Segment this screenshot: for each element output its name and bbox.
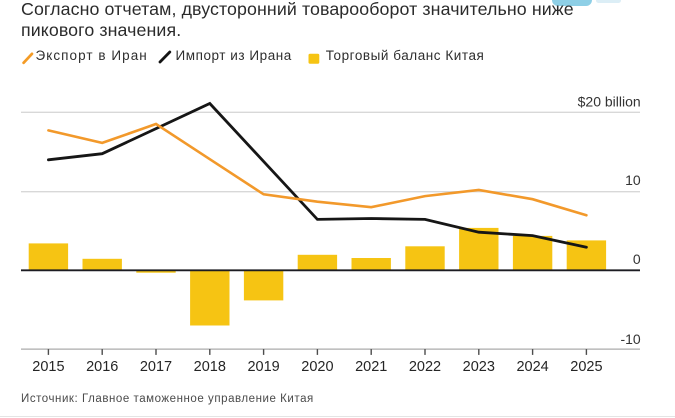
- svg-text:$20 billion: $20 billion: [578, 93, 641, 109]
- svg-text:2023: 2023: [463, 359, 495, 375]
- svg-text:2020: 2020: [301, 359, 333, 375]
- svg-text:2017: 2017: [140, 359, 172, 375]
- svg-text:0: 0: [633, 251, 641, 267]
- svg-text:2015: 2015: [32, 359, 64, 375]
- svg-text:10: 10: [625, 172, 641, 188]
- svg-text:-10: -10: [620, 331, 640, 347]
- svg-text:2021: 2021: [355, 359, 387, 375]
- svg-text:2018: 2018: [194, 359, 226, 375]
- svg-text:2016: 2016: [86, 359, 118, 375]
- svg-text:2024: 2024: [516, 359, 548, 375]
- svg-text:2025: 2025: [570, 359, 602, 375]
- svg-text:2022: 2022: [409, 359, 441, 375]
- svg-text:2019: 2019: [247, 359, 279, 375]
